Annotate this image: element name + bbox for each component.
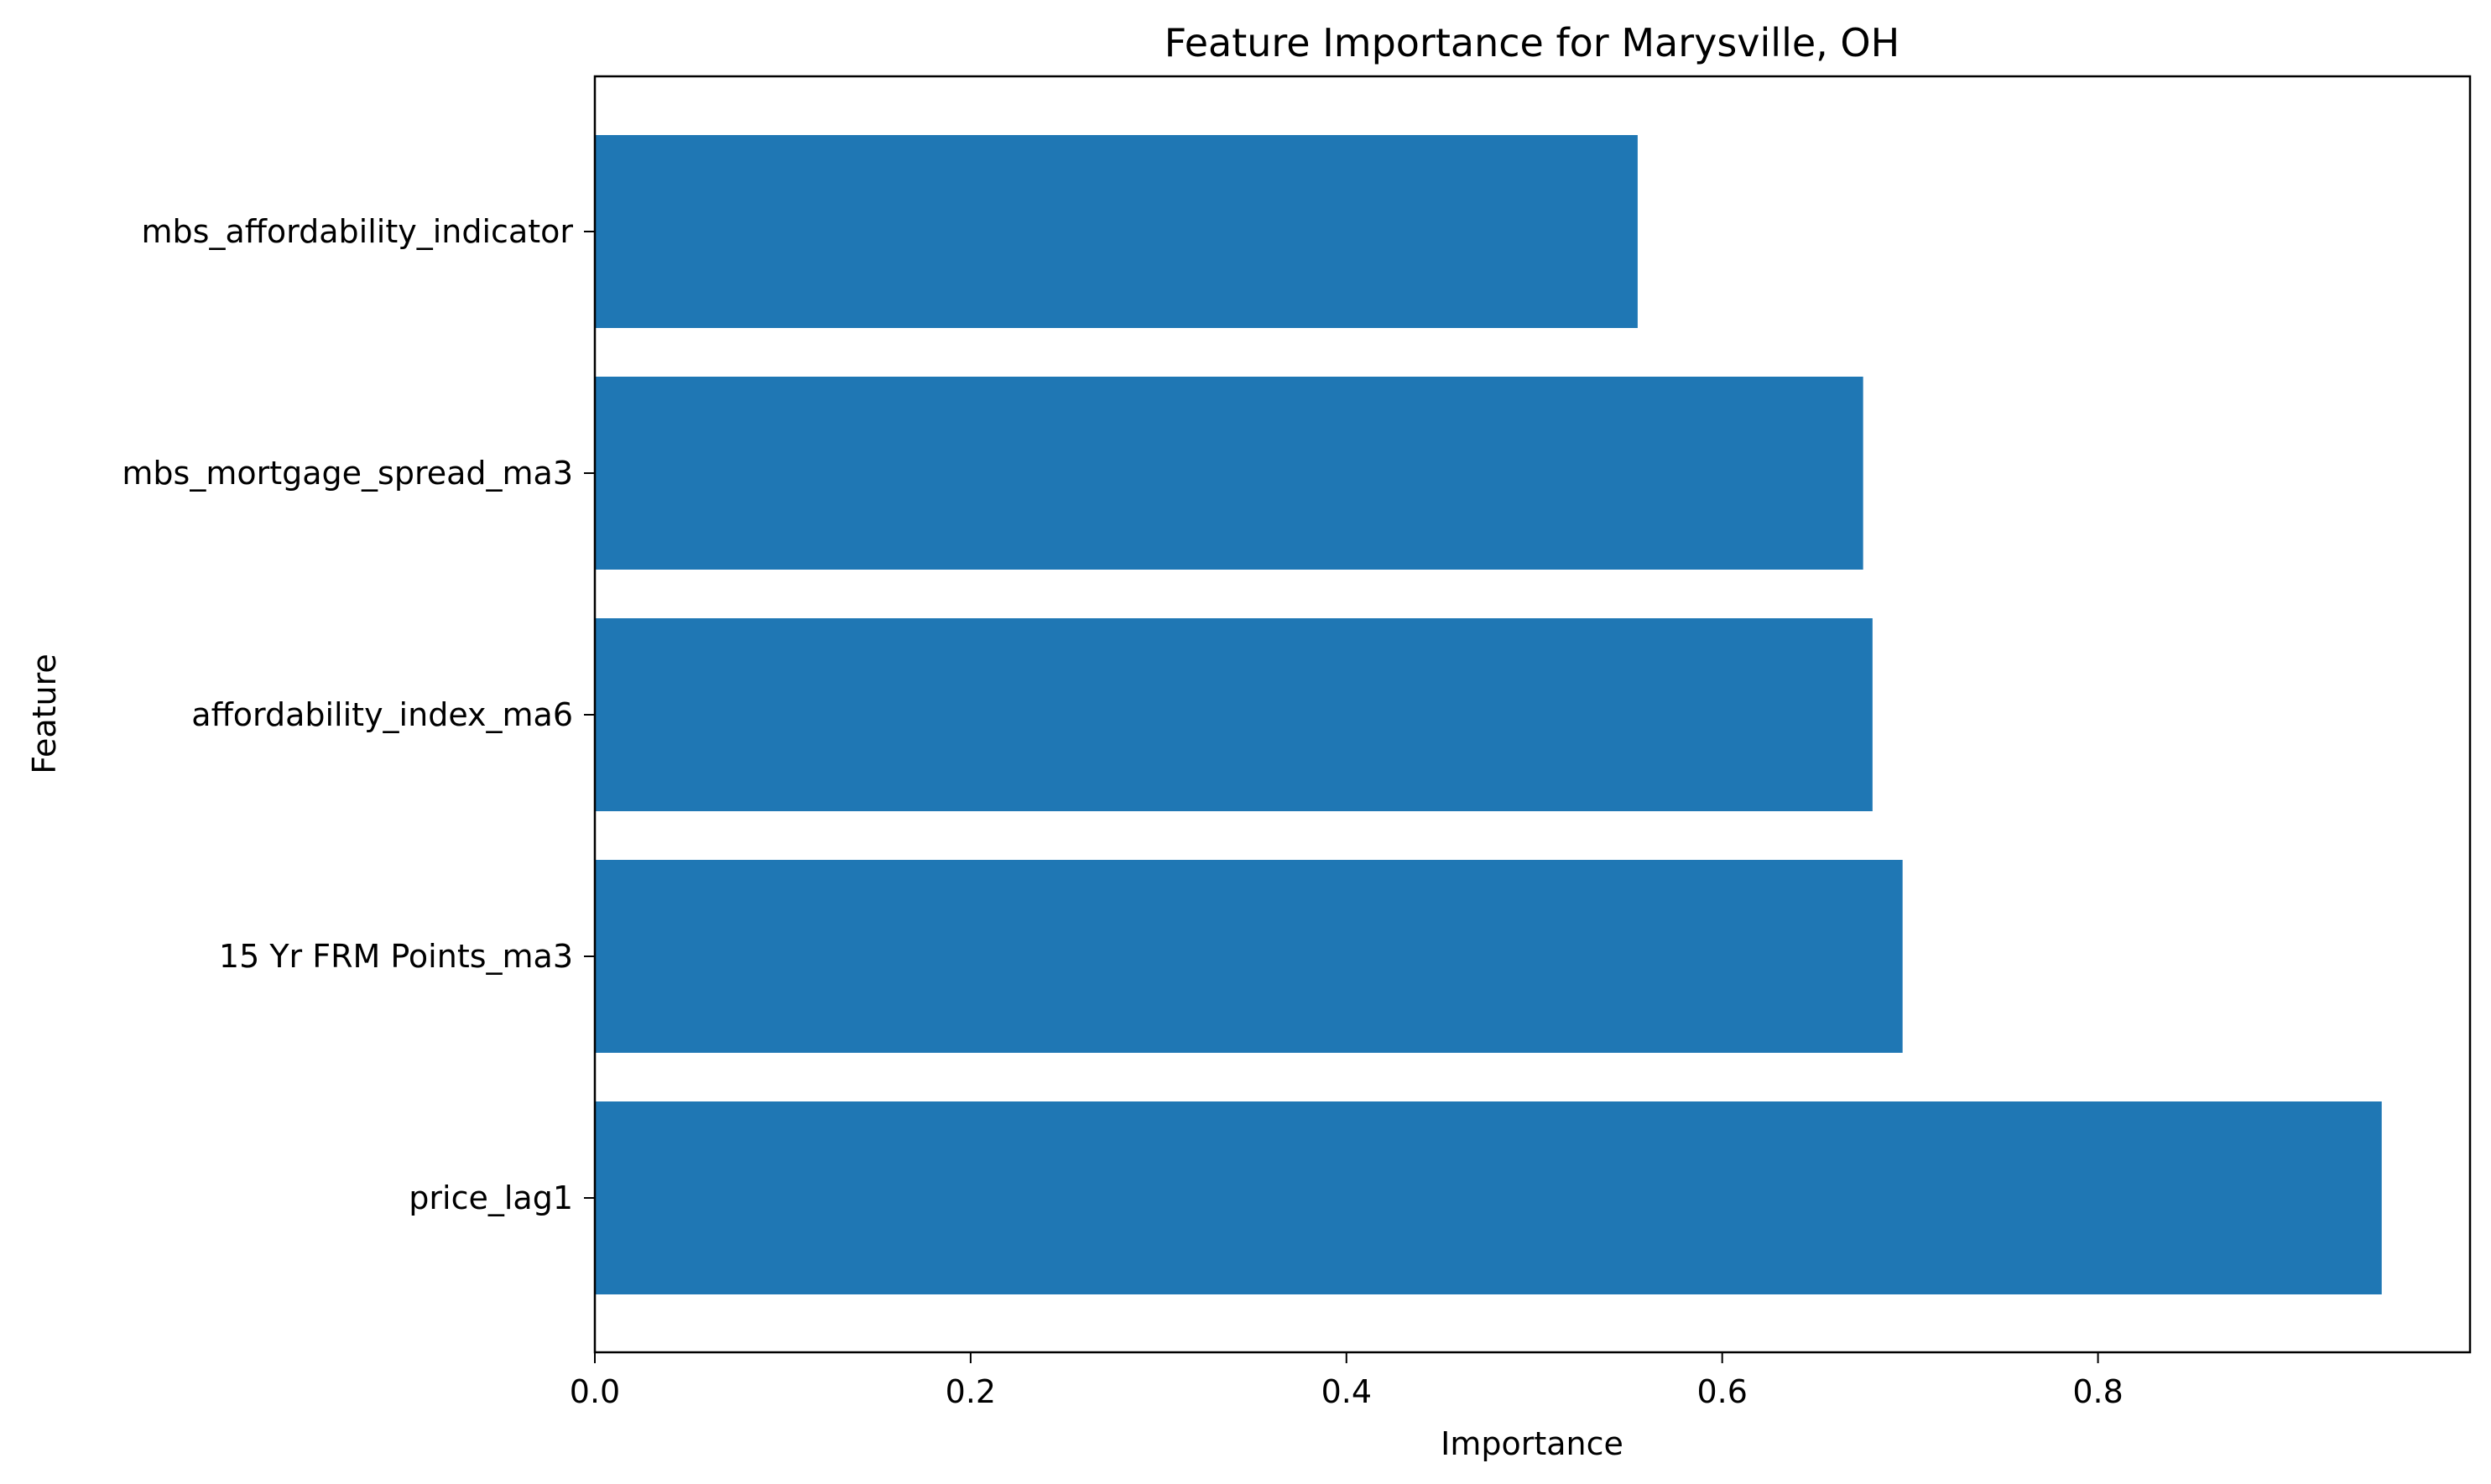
bar-mbs-mortgage-spread-ma3	[595, 377, 1863, 570]
y-axis: price_lag1 15 Yr FRM Points_ma3 affordabil…	[122, 213, 595, 1216]
x-tick-label: 0.4	[1321, 1373, 1372, 1410]
bars-layer	[595, 135, 2382, 1294]
y-tick-label: affordability_index_ma6	[191, 696, 573, 733]
y-tick-label: mbs_mortgage_spread_ma3	[122, 455, 573, 492]
x-tick-label: 0.6	[1696, 1373, 1747, 1410]
x-axis-title: Importance	[1441, 1425, 1623, 1462]
y-axis-title: Feature	[26, 653, 63, 774]
x-tick-label: 0.8	[2072, 1373, 2123, 1410]
x-axis: 0.0 0.2 0.4 0.6 0.8	[570, 1352, 2124, 1410]
x-tick-label: 0.0	[570, 1373, 620, 1410]
plot-frame	[593, 75, 2472, 1354]
y-tick-label: 15 Yr FRM Points_ma3	[219, 938, 573, 975]
x-tick-label: 0.2	[946, 1373, 996, 1410]
bar-mbs-affordability-indicator	[595, 135, 1638, 328]
bar-15-yr-frm-points-ma3	[595, 860, 1903, 1053]
bar-affordability-index-ma6	[595, 618, 1873, 811]
y-tick-label: mbs_affordability_indicator	[142, 213, 574, 250]
y-tick-label: price_lag1	[409, 1179, 573, 1216]
bar-price-lag1	[595, 1101, 2382, 1294]
chart-title: Feature Importance for Marysville, OH	[1165, 20, 1900, 65]
